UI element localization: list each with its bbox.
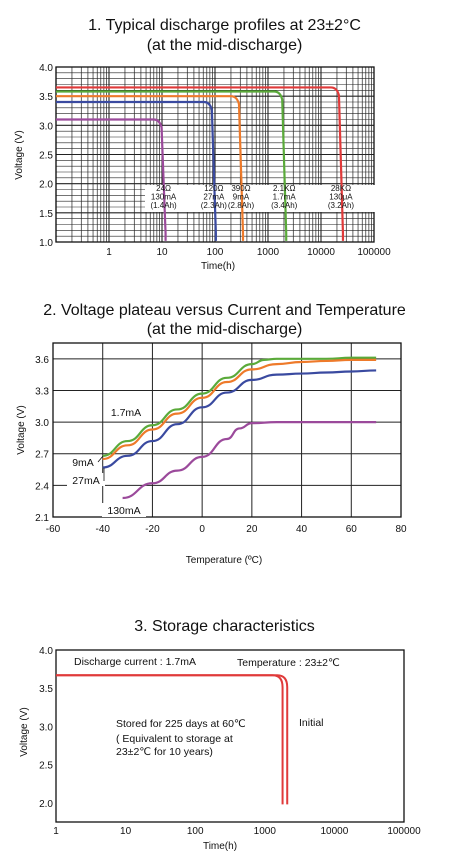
chart2-series-label-1: 9mA bbox=[72, 457, 94, 469]
chart1-x-tick: 100 bbox=[207, 247, 224, 258]
chart1-series-label-4-1: 130μA bbox=[329, 193, 353, 202]
chart2-x-tick: 40 bbox=[296, 524, 308, 535]
chart2-label-backdrop-1 bbox=[105, 405, 145, 418]
chart1-y-tick: 1.0 bbox=[39, 238, 53, 249]
chart3-x-tick: 10 bbox=[120, 826, 132, 837]
chart2-x-tick: -60 bbox=[46, 524, 61, 535]
chart1-series-label-4-2: (3.2Ah) bbox=[328, 201, 355, 210]
chart3-initial-label: Initial bbox=[299, 717, 324, 729]
chart3-temperature: Temperature : 23±2℃ bbox=[237, 657, 340, 669]
chart3-y-tick: 4.0 bbox=[39, 646, 53, 657]
chart1-plot-frame bbox=[55, 66, 375, 243]
chart3-y-axis-label: Voltage (V) bbox=[19, 707, 30, 756]
chart2-y-tick: 3.6 bbox=[35, 355, 49, 366]
chart3-x-axis-label: Time(h) bbox=[203, 841, 237, 852]
chart1-series-label-2-1: 9mA bbox=[233, 193, 250, 202]
chart2-x-tick: -40 bbox=[95, 524, 110, 535]
chart2-series-line-0 bbox=[102, 356, 377, 457]
chart1-y-tick: 3.5 bbox=[39, 92, 53, 103]
chart3-series-line-1 bbox=[56, 674, 289, 805]
chart2-y-tick: 2.1 bbox=[35, 513, 49, 524]
chart3-x-tick: 100 bbox=[187, 826, 204, 837]
chart1-y-axis-label: Voltage (V) bbox=[14, 130, 25, 179]
chart1-series-label-1-0: 120Ω bbox=[204, 184, 223, 193]
chart2-x-tick: 0 bbox=[199, 524, 205, 535]
chart2-label-backdrop-2 bbox=[67, 455, 99, 468]
chart2-x-tick: -20 bbox=[145, 524, 160, 535]
chart2-y-tick: 3.0 bbox=[35, 418, 49, 429]
chart3-x-tick: 1 bbox=[53, 826, 59, 837]
chart1-series-label-4-0: 28KΩ bbox=[331, 184, 351, 193]
chart3-stored-line1: Stored for 225 days at 60℃ bbox=[116, 718, 246, 730]
chart1-series-label-3-2: (3.4Ah) bbox=[271, 201, 298, 210]
chart1-y-tick: 2.5 bbox=[39, 151, 53, 162]
chart2-y-tick: 3.3 bbox=[35, 386, 49, 397]
chart1-y-tick: 4.0 bbox=[39, 63, 53, 74]
chart2-y-tick: 2.7 bbox=[35, 450, 49, 461]
chart1-series-label-0-1: 130mA bbox=[151, 193, 177, 202]
chart1-series-label-2-2: (2.8Ah) bbox=[228, 201, 255, 210]
chart1-series-label-3-1: 1.7mA bbox=[273, 193, 297, 202]
chart1-series-line-3 bbox=[56, 90, 288, 241]
chart2-title-line1: 2. Voltage plateau versus Current and Te… bbox=[43, 302, 406, 319]
chart2-series-line-2 bbox=[102, 369, 377, 469]
chart3-x-tick: 10000 bbox=[320, 826, 348, 837]
chart1-x-tick: 100000 bbox=[357, 247, 391, 258]
chart1-series-line-2 bbox=[56, 95, 245, 241]
chart2-label-backdrop-3 bbox=[67, 473, 105, 486]
chart3-y-tick: 2.0 bbox=[39, 799, 53, 810]
chart1-series-label-2-0: 390Ω bbox=[231, 184, 250, 193]
chart3-x-tick: 1000 bbox=[254, 826, 277, 837]
chart3-stored-line2: ( Equivalent to storage at bbox=[116, 733, 233, 745]
chart3-x-tick: 100000 bbox=[387, 826, 421, 837]
chart1-series-label-0-2: (1.4Ah) bbox=[150, 201, 177, 210]
chart3-y-tick: 3.5 bbox=[39, 684, 53, 695]
chart3-discharge-current: Discharge current : 1.7mA bbox=[74, 656, 196, 668]
chart2-y-axis-label: Voltage (V) bbox=[16, 405, 27, 454]
chart1-series-line-1 bbox=[56, 100, 217, 241]
chart2-x-tick: 80 bbox=[395, 524, 407, 535]
chart1-series-label-3-0: 2.1KΩ bbox=[273, 184, 295, 193]
chart2-series-label-3: 130mA bbox=[107, 505, 140, 517]
chart2-y-tick: 2.4 bbox=[35, 481, 49, 492]
chart2-x-axis-label: Temperature (ºC) bbox=[186, 555, 262, 566]
chart1-x-tick: 10000 bbox=[307, 247, 335, 258]
chart2-x-tick: 20 bbox=[246, 524, 258, 535]
chart1-series-label-1-2: (2.3Ah) bbox=[201, 201, 228, 210]
chart1-y-tick: 1.5 bbox=[39, 209, 53, 220]
chart3-y-tick: 2.5 bbox=[39, 761, 53, 772]
chart2-label-leader-1 bbox=[97, 455, 104, 463]
chart2-series-label-0: 1.7mA bbox=[111, 407, 141, 419]
chart2-x-tick: 60 bbox=[346, 524, 358, 535]
chart2-series-line-1 bbox=[102, 358, 377, 461]
chart1-series-line-4 bbox=[56, 86, 345, 241]
chart1-series-line-0 bbox=[56, 118, 167, 241]
chart3-title: 3. Storage characteristics bbox=[134, 618, 315, 635]
chart1-x-tick: 10 bbox=[156, 247, 168, 258]
chart1-title-line1: 1. Typical discharge profiles at 23±2°C bbox=[88, 17, 361, 34]
chart1-y-tick: 3.0 bbox=[39, 121, 53, 132]
chart2-series-label-2: 27mA bbox=[72, 475, 99, 487]
chart1-x-tick: 1 bbox=[106, 247, 112, 258]
chart1-y-tick: 2.0 bbox=[39, 180, 53, 191]
chart1-series-label-0-0: 24Ω bbox=[156, 184, 171, 193]
chart2-label-backdrop-4 bbox=[102, 503, 146, 517]
chart1-x-tick: 1000 bbox=[257, 247, 280, 258]
chart3-stored-line3: 23±2℃ for 10 years) bbox=[116, 746, 213, 758]
chart2-title-line2: (at the mid-discharge) bbox=[146, 321, 303, 338]
chart1-label-backdrop bbox=[145, 185, 376, 212]
chart1-series-label-1-1: 27mA bbox=[203, 193, 225, 202]
chart1-x-axis-label: Time(h) bbox=[201, 261, 235, 272]
chart3-plot-frame bbox=[55, 649, 405, 823]
chart3-y-tick: 3.0 bbox=[39, 722, 53, 733]
chart2-plot-frame bbox=[52, 342, 402, 518]
chart2-series-line-3 bbox=[122, 420, 377, 500]
chart1-title-line2: (at the mid-discharge) bbox=[146, 37, 303, 54]
